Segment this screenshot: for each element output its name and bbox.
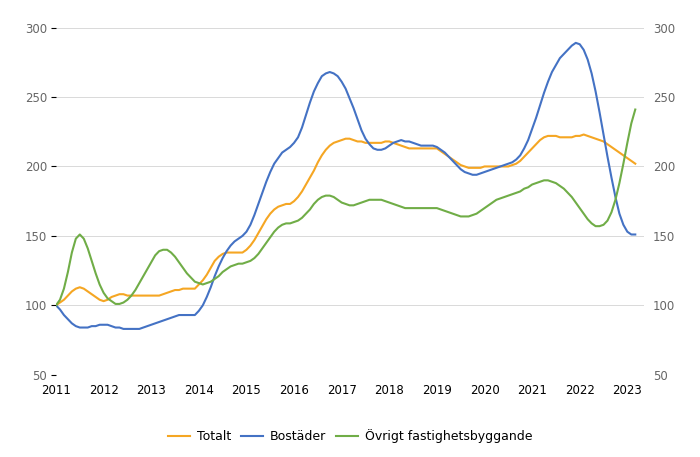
Totalt bbox=[580, 132, 588, 137]
Line: Totalt: Totalt bbox=[56, 134, 636, 305]
Totalt bbox=[500, 164, 508, 169]
Totalt bbox=[206, 265, 215, 271]
Totalt bbox=[452, 159, 461, 165]
Totalt bbox=[238, 250, 246, 255]
Övrigt fastighetsbyggande bbox=[452, 213, 461, 218]
Totalt bbox=[369, 140, 377, 146]
Övrigt fastighetsbyggande bbox=[500, 194, 508, 200]
Övrigt fastighetsbyggande bbox=[238, 261, 246, 266]
Bostäder bbox=[373, 147, 382, 153]
Bostäder bbox=[512, 157, 520, 162]
Bostäder bbox=[631, 232, 640, 237]
Övrigt fastighetsbyggande bbox=[206, 279, 215, 284]
Bostäder bbox=[456, 166, 465, 172]
Övrigt fastighetsbyggande bbox=[369, 197, 377, 202]
Bostäder bbox=[52, 303, 60, 308]
Bostäder bbox=[504, 161, 512, 166]
Legend: Totalt, Bostäder, Övrigt fastighetsbyggande: Totalt, Bostäder, Övrigt fastighetsbygga… bbox=[163, 424, 537, 448]
Bostäder bbox=[211, 273, 219, 279]
Totalt bbox=[631, 161, 640, 166]
Line: Bostäder: Bostäder bbox=[56, 43, 636, 329]
Bostäder bbox=[572, 40, 580, 46]
Bostäder bbox=[242, 229, 251, 234]
Övrigt fastighetsbyggande bbox=[631, 107, 640, 112]
Totalt bbox=[52, 303, 60, 308]
Övrigt fastighetsbyggande bbox=[52, 303, 60, 308]
Totalt bbox=[508, 162, 517, 168]
Övrigt fastighetsbyggande bbox=[508, 191, 517, 197]
Bostäder bbox=[119, 326, 127, 332]
Line: Övrigt fastighetsbyggande: Övrigt fastighetsbyggande bbox=[56, 110, 636, 305]
